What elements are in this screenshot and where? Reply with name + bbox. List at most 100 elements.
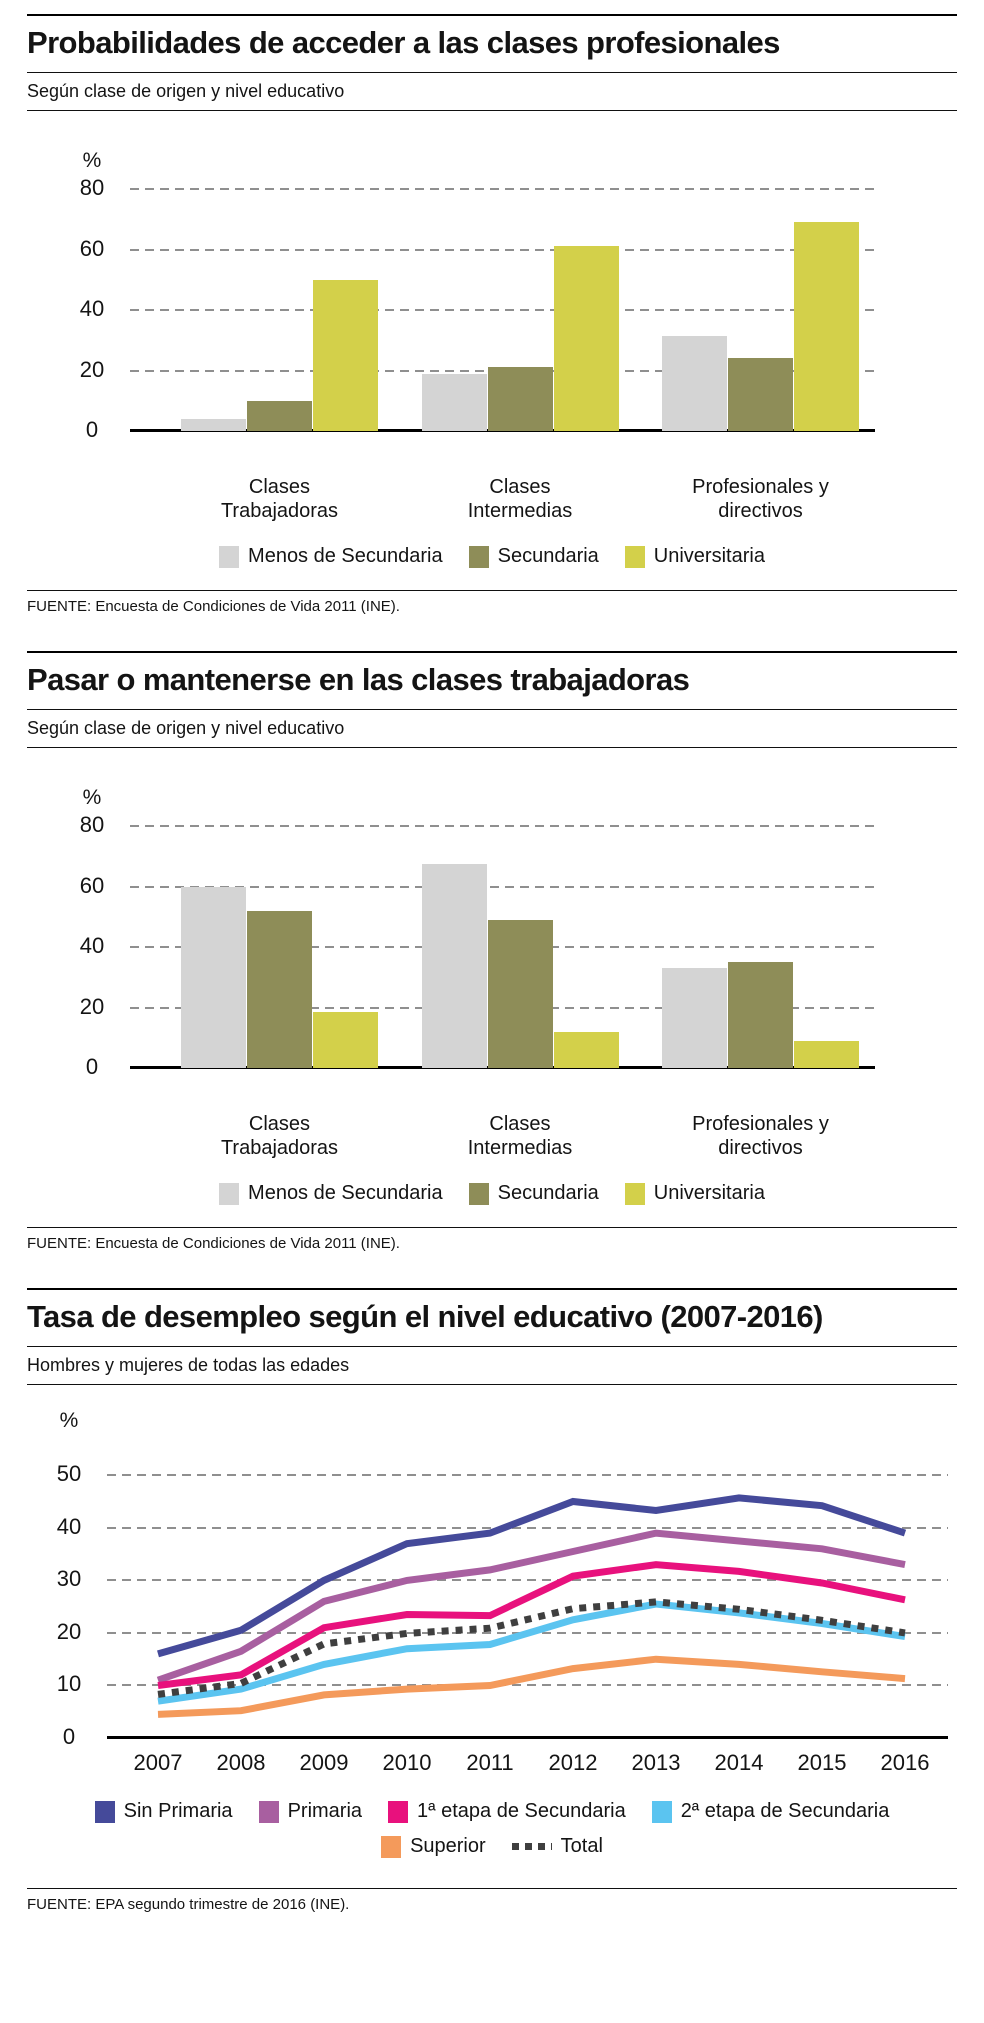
bar-menos-de-secundaria xyxy=(421,373,487,431)
year-label: 2010 xyxy=(382,1750,432,1775)
bar-menos-de-secundaria xyxy=(421,863,487,1068)
bar-group-clases-trabajadoras xyxy=(181,279,378,431)
legend: Menos de Secundaria Secundaria Universitar… xyxy=(27,1182,957,1205)
gridline xyxy=(107,1579,948,1582)
bar-universitaria xyxy=(553,246,619,431)
legend-item-sin-primaria: Sin Primaria xyxy=(94,1800,233,1823)
legend-label: Primaria xyxy=(287,1800,363,1822)
gridline xyxy=(130,309,875,311)
divider xyxy=(27,1227,957,1228)
percent-unit-label: % xyxy=(82,149,102,172)
legend-label: Menos de Secundaria xyxy=(248,545,443,567)
y-tick-label: 0 xyxy=(85,1054,99,1079)
divider xyxy=(27,747,957,748)
percent-unit-label: % xyxy=(59,1409,79,1432)
legend: Sin Primaria Primaria 1ª etapa de Secundar… xyxy=(27,1800,957,1823)
gridline xyxy=(130,825,875,827)
legend-label: Total xyxy=(560,1835,603,1857)
legend-swatch xyxy=(381,1835,402,1858)
y-tick-label: 60 xyxy=(79,872,105,898)
line-chart-svg xyxy=(156,1494,907,1718)
legend-item-superior: Superior xyxy=(381,1835,486,1858)
x-axis-line xyxy=(107,1736,948,1739)
category-label: Profesionales y directivos xyxy=(692,1113,829,1159)
year-label: 2009 xyxy=(299,1750,349,1775)
bar-chart-stay-working-classes: 0 20 40 60 80% Clases Trabajadoras Clases Inte… xyxy=(27,786,957,1205)
section-top-rule xyxy=(27,14,957,16)
bar-secundaria xyxy=(487,367,553,431)
gridline xyxy=(107,1684,948,1687)
legend-item-universitaria: Universitaria xyxy=(624,1182,765,1205)
section-top-rule xyxy=(27,651,957,653)
year-label: 2015 xyxy=(797,1750,847,1775)
legend-item-secundaria: Secundaria xyxy=(468,545,599,568)
category-label: Clases Intermedias xyxy=(467,476,573,522)
legend-label: Secundaria xyxy=(497,545,599,567)
bar-secundaria xyxy=(728,962,793,1068)
source-note: FUENTE: Encuesta de Condiciones de Vida … xyxy=(27,1235,400,1252)
y-tick-label: 40 xyxy=(79,933,105,958)
legend-swatch xyxy=(468,545,489,568)
line-series-primaria xyxy=(156,1529,906,1684)
year-label: 2013 xyxy=(631,1750,681,1775)
bar-group-clases-intermedias xyxy=(421,246,619,431)
y-tick-label: 20 xyxy=(79,356,105,382)
bar-plot-area: 0 20 40 60 80% xyxy=(80,149,875,442)
section-chart-1: Probabilidades de acceder a las clases p… xyxy=(27,14,957,615)
source-note: FUENTE: EPA segundo trimestre de 2016 (I… xyxy=(27,1896,350,1913)
bar-menos-de-secundaria xyxy=(181,418,246,431)
legend-swatch xyxy=(624,1182,645,1205)
y-tick-label: 50 xyxy=(56,1461,82,1487)
category-label: Clases Intermedias xyxy=(467,1113,573,1159)
category-labels: Clases Trabajadoras Clases Intermedias Pro… xyxy=(130,475,875,523)
bar-plot-area: 0 20 40 60 80% xyxy=(80,786,875,1079)
legend-label: Universitaria xyxy=(653,545,765,567)
legend-item-2-etapa-de-secundaria: 2ª etapa de Secundaria xyxy=(651,1800,889,1823)
category-labels: Clases Trabajadoras Clases Intermedias Pro… xyxy=(130,1112,875,1160)
section-chart-2: Pasar o mantenerse en las clases trabaja… xyxy=(27,651,957,1252)
legend-item-secundaria: Secundaria xyxy=(468,1182,599,1205)
divider xyxy=(27,110,957,111)
bar-secundaria xyxy=(728,358,793,431)
chart-title: Pasar o mantenerse en las clases trabaja… xyxy=(27,662,690,697)
legend-swatch xyxy=(468,1182,489,1205)
legend-swatch xyxy=(624,545,645,568)
gridline xyxy=(130,188,875,190)
legend: Menos de Secundaria Secundaria Universitar… xyxy=(27,545,957,568)
legend-item-primaria: Primaria xyxy=(258,1800,363,1823)
bar-secundaria xyxy=(247,910,312,1068)
legend-item-menos-de-secundaria: Menos de Secundaria xyxy=(219,1182,443,1205)
line-series-sin-primaria xyxy=(157,1494,907,1658)
percent-unit-label: % xyxy=(82,786,102,809)
chart-subtitle: Hombres y mujeres de todas las edades xyxy=(27,1355,350,1375)
divider xyxy=(27,1888,957,1889)
legend-swatch xyxy=(219,1182,240,1205)
chart-subtitle: Según clase de origen y nivel educativo xyxy=(27,718,345,738)
chart-title: Tasa de desempleo según el nivel educati… xyxy=(27,1299,823,1334)
y-tick-label: 20 xyxy=(79,993,105,1019)
y-tick-label: 40 xyxy=(79,296,105,321)
gridline xyxy=(130,885,875,888)
bar-menos-de-secundaria xyxy=(662,335,727,431)
legend-swatch xyxy=(219,545,240,568)
gridline xyxy=(130,248,875,251)
chart-subtitle: Según clase de origen y nivel educativo xyxy=(27,81,345,101)
line-series-1-etapa-de-secundaria xyxy=(157,1561,906,1689)
divider xyxy=(27,590,957,591)
y-tick-label: 0 xyxy=(85,417,99,442)
line-series-superior xyxy=(157,1655,906,1718)
year-label: 2014 xyxy=(714,1750,764,1775)
category-label: Clases Trabajadoras xyxy=(220,1113,339,1159)
y-tick-label: 30 xyxy=(56,1566,82,1592)
bar-menos-de-secundaria xyxy=(181,886,246,1068)
y-tick-label: 0 xyxy=(62,1724,76,1749)
category-label: Profesionales y directivos xyxy=(692,476,829,522)
bar-menos-de-secundaria xyxy=(662,968,727,1068)
bar-group-profesionales-y-directivos xyxy=(662,222,859,431)
bar-secundaria xyxy=(247,400,312,431)
divider xyxy=(27,1384,957,1385)
y-tick-label: 20 xyxy=(56,1618,82,1644)
year-label: 2011 xyxy=(466,1750,514,1775)
y-tick-label: 40 xyxy=(56,1513,82,1539)
bar-universitaria xyxy=(313,279,378,431)
